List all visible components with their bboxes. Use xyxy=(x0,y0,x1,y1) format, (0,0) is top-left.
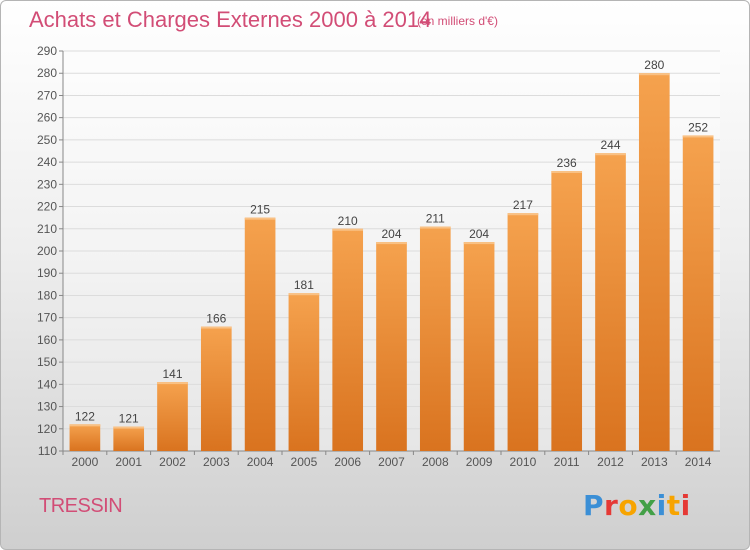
data-label: 236 xyxy=(557,156,577,170)
x-tick-label: 2000 xyxy=(72,455,99,469)
bar-cap xyxy=(463,242,495,245)
y-tick-label: 250 xyxy=(37,133,57,147)
bar-cap xyxy=(507,213,539,216)
x-tick-label: 2014 xyxy=(685,455,712,469)
brand-letter: i xyxy=(680,489,691,522)
x-tick-label: 2004 xyxy=(247,455,274,469)
bar-2009 xyxy=(463,242,495,451)
y-tick-label: 140 xyxy=(37,377,57,391)
bar-cap xyxy=(157,382,188,385)
data-label: 181 xyxy=(294,278,314,292)
x-tick-label: 2012 xyxy=(597,455,624,469)
x-tick-label: 2011 xyxy=(554,455,580,469)
x-tick-label: 2010 xyxy=(510,455,537,469)
y-tick-label: 240 xyxy=(37,155,57,169)
data-label: 141 xyxy=(162,367,182,381)
y-tick-label: 200 xyxy=(37,244,57,258)
bar-cap xyxy=(200,326,232,329)
data-label: 166 xyxy=(206,312,226,326)
data-label: 211 xyxy=(426,212,445,226)
bar-cap xyxy=(244,217,276,220)
data-label: 204 xyxy=(381,227,401,241)
y-tick-label: 230 xyxy=(37,177,57,191)
data-label: 244 xyxy=(600,138,620,152)
x-tick-label: 2002 xyxy=(159,455,186,469)
data-label: 210 xyxy=(338,214,358,228)
data-label: 252 xyxy=(688,120,708,134)
brand-letter: o xyxy=(618,489,639,522)
data-label: 121 xyxy=(119,412,139,426)
bar-2001 xyxy=(113,426,145,451)
bar-2000 xyxy=(69,424,101,451)
data-label: 217 xyxy=(513,198,533,212)
bar-cap xyxy=(332,228,364,231)
bar-cap xyxy=(638,73,670,76)
y-tick-label: 180 xyxy=(37,288,57,302)
bars xyxy=(69,73,714,451)
bar-2005 xyxy=(288,293,320,451)
data-label: 280 xyxy=(644,58,664,72)
bar-cap xyxy=(376,242,407,245)
x-tick-label: 2009 xyxy=(466,455,493,469)
chart-title: Achats et Charges Externes 2000 à 2014 xyxy=(29,7,432,32)
bar-cap xyxy=(113,426,145,429)
y-tick-label: 270 xyxy=(37,88,57,102)
place-name: TRESSIN xyxy=(39,495,123,517)
y-tick-label: 120 xyxy=(37,422,57,436)
y-tick-label: 290 xyxy=(37,44,57,58)
brand-letter: x xyxy=(638,489,657,522)
bar-cap xyxy=(419,226,451,229)
y-tick-label: 150 xyxy=(37,355,57,369)
bar-2011 xyxy=(551,171,583,451)
y-tick-label: 260 xyxy=(37,111,57,125)
y-tick-label: 160 xyxy=(37,333,57,347)
bar-cap xyxy=(595,153,626,156)
brand-letter: P xyxy=(583,489,605,522)
y-tick-label: 280 xyxy=(37,66,57,80)
data-label: 215 xyxy=(250,203,270,217)
bar-2014 xyxy=(682,135,714,451)
brand-logo: Proxiti xyxy=(583,489,691,522)
bar-cap xyxy=(69,424,101,427)
bar-2008 xyxy=(419,226,451,451)
data-label: 204 xyxy=(469,227,489,241)
x-tick-label: 2005 xyxy=(291,455,318,469)
bar-2004 xyxy=(244,217,276,451)
brand-letter: r xyxy=(604,489,619,522)
brand-letter: t xyxy=(666,489,681,522)
x-tick-label: 2003 xyxy=(203,455,230,469)
bar-cap xyxy=(288,293,320,296)
bar-2012 xyxy=(595,153,626,451)
bar-2006 xyxy=(332,228,364,451)
bar-cap xyxy=(682,135,714,138)
y-tick-label: 210 xyxy=(37,222,57,236)
x-tick-label: 2007 xyxy=(378,455,405,469)
bar-2010 xyxy=(507,213,539,451)
bar-2013 xyxy=(638,73,670,451)
bar-2002 xyxy=(157,382,188,451)
x-tick-label: 2006 xyxy=(334,455,361,469)
x-tick-label: 2001 xyxy=(115,455,142,469)
x-tick-label: 2008 xyxy=(422,455,449,469)
bar-2003 xyxy=(200,326,232,451)
y-tick-label: 190 xyxy=(37,266,57,280)
y-tick-label: 170 xyxy=(37,311,57,325)
x-tick-label: 2013 xyxy=(641,455,668,469)
bar-cap xyxy=(551,171,583,173)
data-label: 122 xyxy=(75,409,95,423)
y-tick-label: 130 xyxy=(37,400,57,414)
labels: 110 120 130 140 150 160 170 180 190 200 210 220 230 2… xyxy=(37,44,712,469)
brand-letter: i xyxy=(656,489,667,522)
chart-subtitle: (en milliers d'€) xyxy=(417,14,498,28)
y-tick-label: 220 xyxy=(37,200,57,214)
bar-2007 xyxy=(376,242,407,451)
y-tick-label: 110 xyxy=(38,444,57,458)
